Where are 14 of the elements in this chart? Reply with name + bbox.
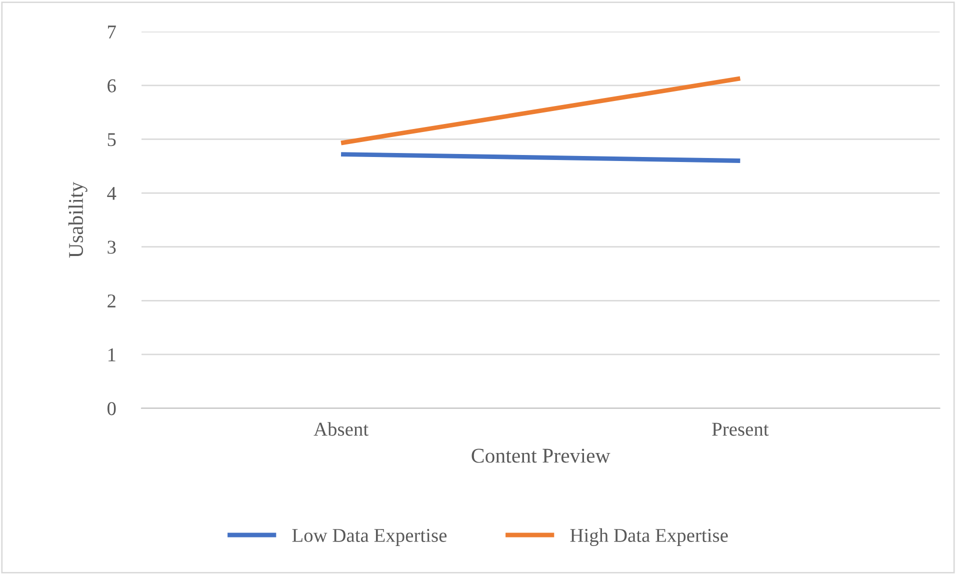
y-tick-label: 4 xyxy=(107,186,116,200)
y-tick-label: 2 xyxy=(108,294,116,308)
legend-label: Low Data Expertise xyxy=(292,528,447,546)
y-tick-label: 5 xyxy=(108,133,116,146)
legend-label: High Data Expertise xyxy=(570,528,728,546)
y-tick-label: 6 xyxy=(108,79,116,92)
x-axis-title: Content Preview xyxy=(472,448,610,463)
x-tick-label: Absent xyxy=(314,422,368,436)
y-tick-label: 7 xyxy=(108,26,116,38)
y-tick-label: 3 xyxy=(108,240,116,254)
y-tick-label: 0 xyxy=(108,402,116,416)
x-tick-label: Present xyxy=(712,422,769,436)
y-tick-label: 1 xyxy=(108,348,116,362)
y-axis-title: Usability xyxy=(68,182,88,258)
